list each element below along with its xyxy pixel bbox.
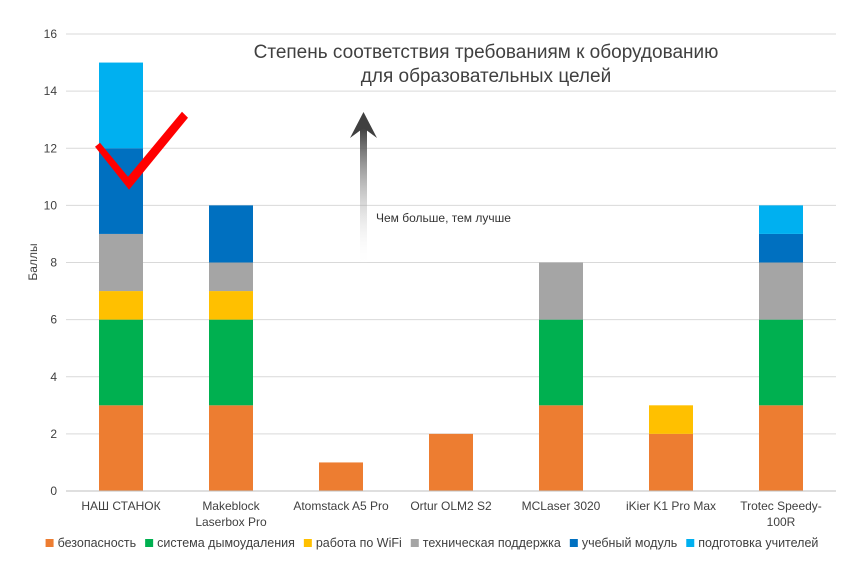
- bar-segment: [99, 148, 143, 234]
- up-arrow-icon: [350, 112, 377, 266]
- y-tick-label: 14: [44, 84, 58, 98]
- x-category-label: Makeblock: [202, 499, 260, 513]
- x-category-label: MCLaser 3020: [522, 499, 601, 513]
- bar-segment: [429, 433, 473, 491]
- y-tick-label: 6: [50, 313, 57, 327]
- x-category-label: Trotec Speedy-: [740, 499, 822, 513]
- bar-segment: [759, 319, 803, 406]
- bar-segment: [539, 262, 583, 320]
- y-tick-label: 4: [50, 370, 57, 384]
- bar-segment: [649, 405, 693, 434]
- checkmark-shape: [95, 111, 188, 190]
- x-category-label: iKier K1 Pro Max: [626, 499, 716, 513]
- legend-label: безопасность: [58, 536, 137, 550]
- y-tick-label: 12: [44, 141, 58, 155]
- bar-segment: [99, 319, 143, 406]
- legend-swatch: [303, 539, 312, 547]
- bars: [99, 62, 803, 491]
- y-tick-label: 16: [44, 27, 58, 41]
- y-tick-label: 0: [50, 484, 57, 498]
- bar-segment: [99, 405, 143, 491]
- x-category-label: 100R: [767, 515, 796, 529]
- x-category-label: НАШ СТАНОК: [81, 499, 160, 513]
- bar-segment: [539, 405, 583, 491]
- legend-label: подготовка учителей: [698, 536, 818, 550]
- bar-segment: [209, 262, 253, 292]
- bar-segment: [759, 233, 803, 263]
- legend-swatch: [145, 539, 154, 547]
- bar-segment: [99, 233, 143, 292]
- gridlines: [66, 33, 836, 435]
- bar-segment: [539, 319, 583, 406]
- legend-label: система дымоудаления: [157, 536, 295, 550]
- bar-segment: [99, 291, 143, 320]
- chart-title-line-2: для образовательных целей: [361, 66, 611, 87]
- legend-swatch: [45, 539, 54, 547]
- x-category-label: Atomstack A5 Pro: [293, 499, 389, 513]
- bar-segment: [209, 319, 253, 406]
- legend-swatch: [410, 539, 419, 547]
- chart-title-line-1: Степень соответствия требованиям к обору…: [254, 42, 719, 63]
- x-category-label: Ortur OLM2 S2: [410, 499, 492, 513]
- x-category-label: Laserbox Pro: [195, 515, 267, 529]
- bar-segment: [759, 405, 803, 491]
- bar-segment: [209, 291, 253, 320]
- legend-label: работа по WiFi: [316, 536, 402, 550]
- checkmark-icon: [95, 111, 188, 190]
- y-axis-ticks: 0 2 4 6 8 10 12 14 16: [44, 27, 58, 498]
- y-tick-label: 10: [44, 198, 58, 212]
- annotation-text: Чем больше, тем лучше: [376, 211, 511, 225]
- legend-label: техническая поддержка: [423, 536, 561, 550]
- legend-swatch: [569, 539, 578, 547]
- bar-segment: [209, 405, 253, 491]
- legend-swatch: [686, 539, 695, 547]
- bar-segment: [649, 433, 693, 491]
- bar-segment: [319, 462, 363, 491]
- legend-label: учебный модуль: [582, 536, 677, 550]
- x-axis-categories: НАШ СТАНОК Makeblock Laserbox Pro Atomstack…: [81, 499, 821, 529]
- y-axis-label: Баллы: [26, 243, 40, 280]
- bar-segment: [759, 262, 803, 320]
- y-tick-label: 8: [50, 256, 57, 270]
- bar-segment: [99, 62, 143, 149]
- bar-segment: [209, 205, 253, 263]
- y-tick-label: 2: [50, 427, 57, 441]
- legend: безопасность система дымоудаления работа п…: [45, 536, 818, 550]
- bar-segment: [759, 205, 803, 234]
